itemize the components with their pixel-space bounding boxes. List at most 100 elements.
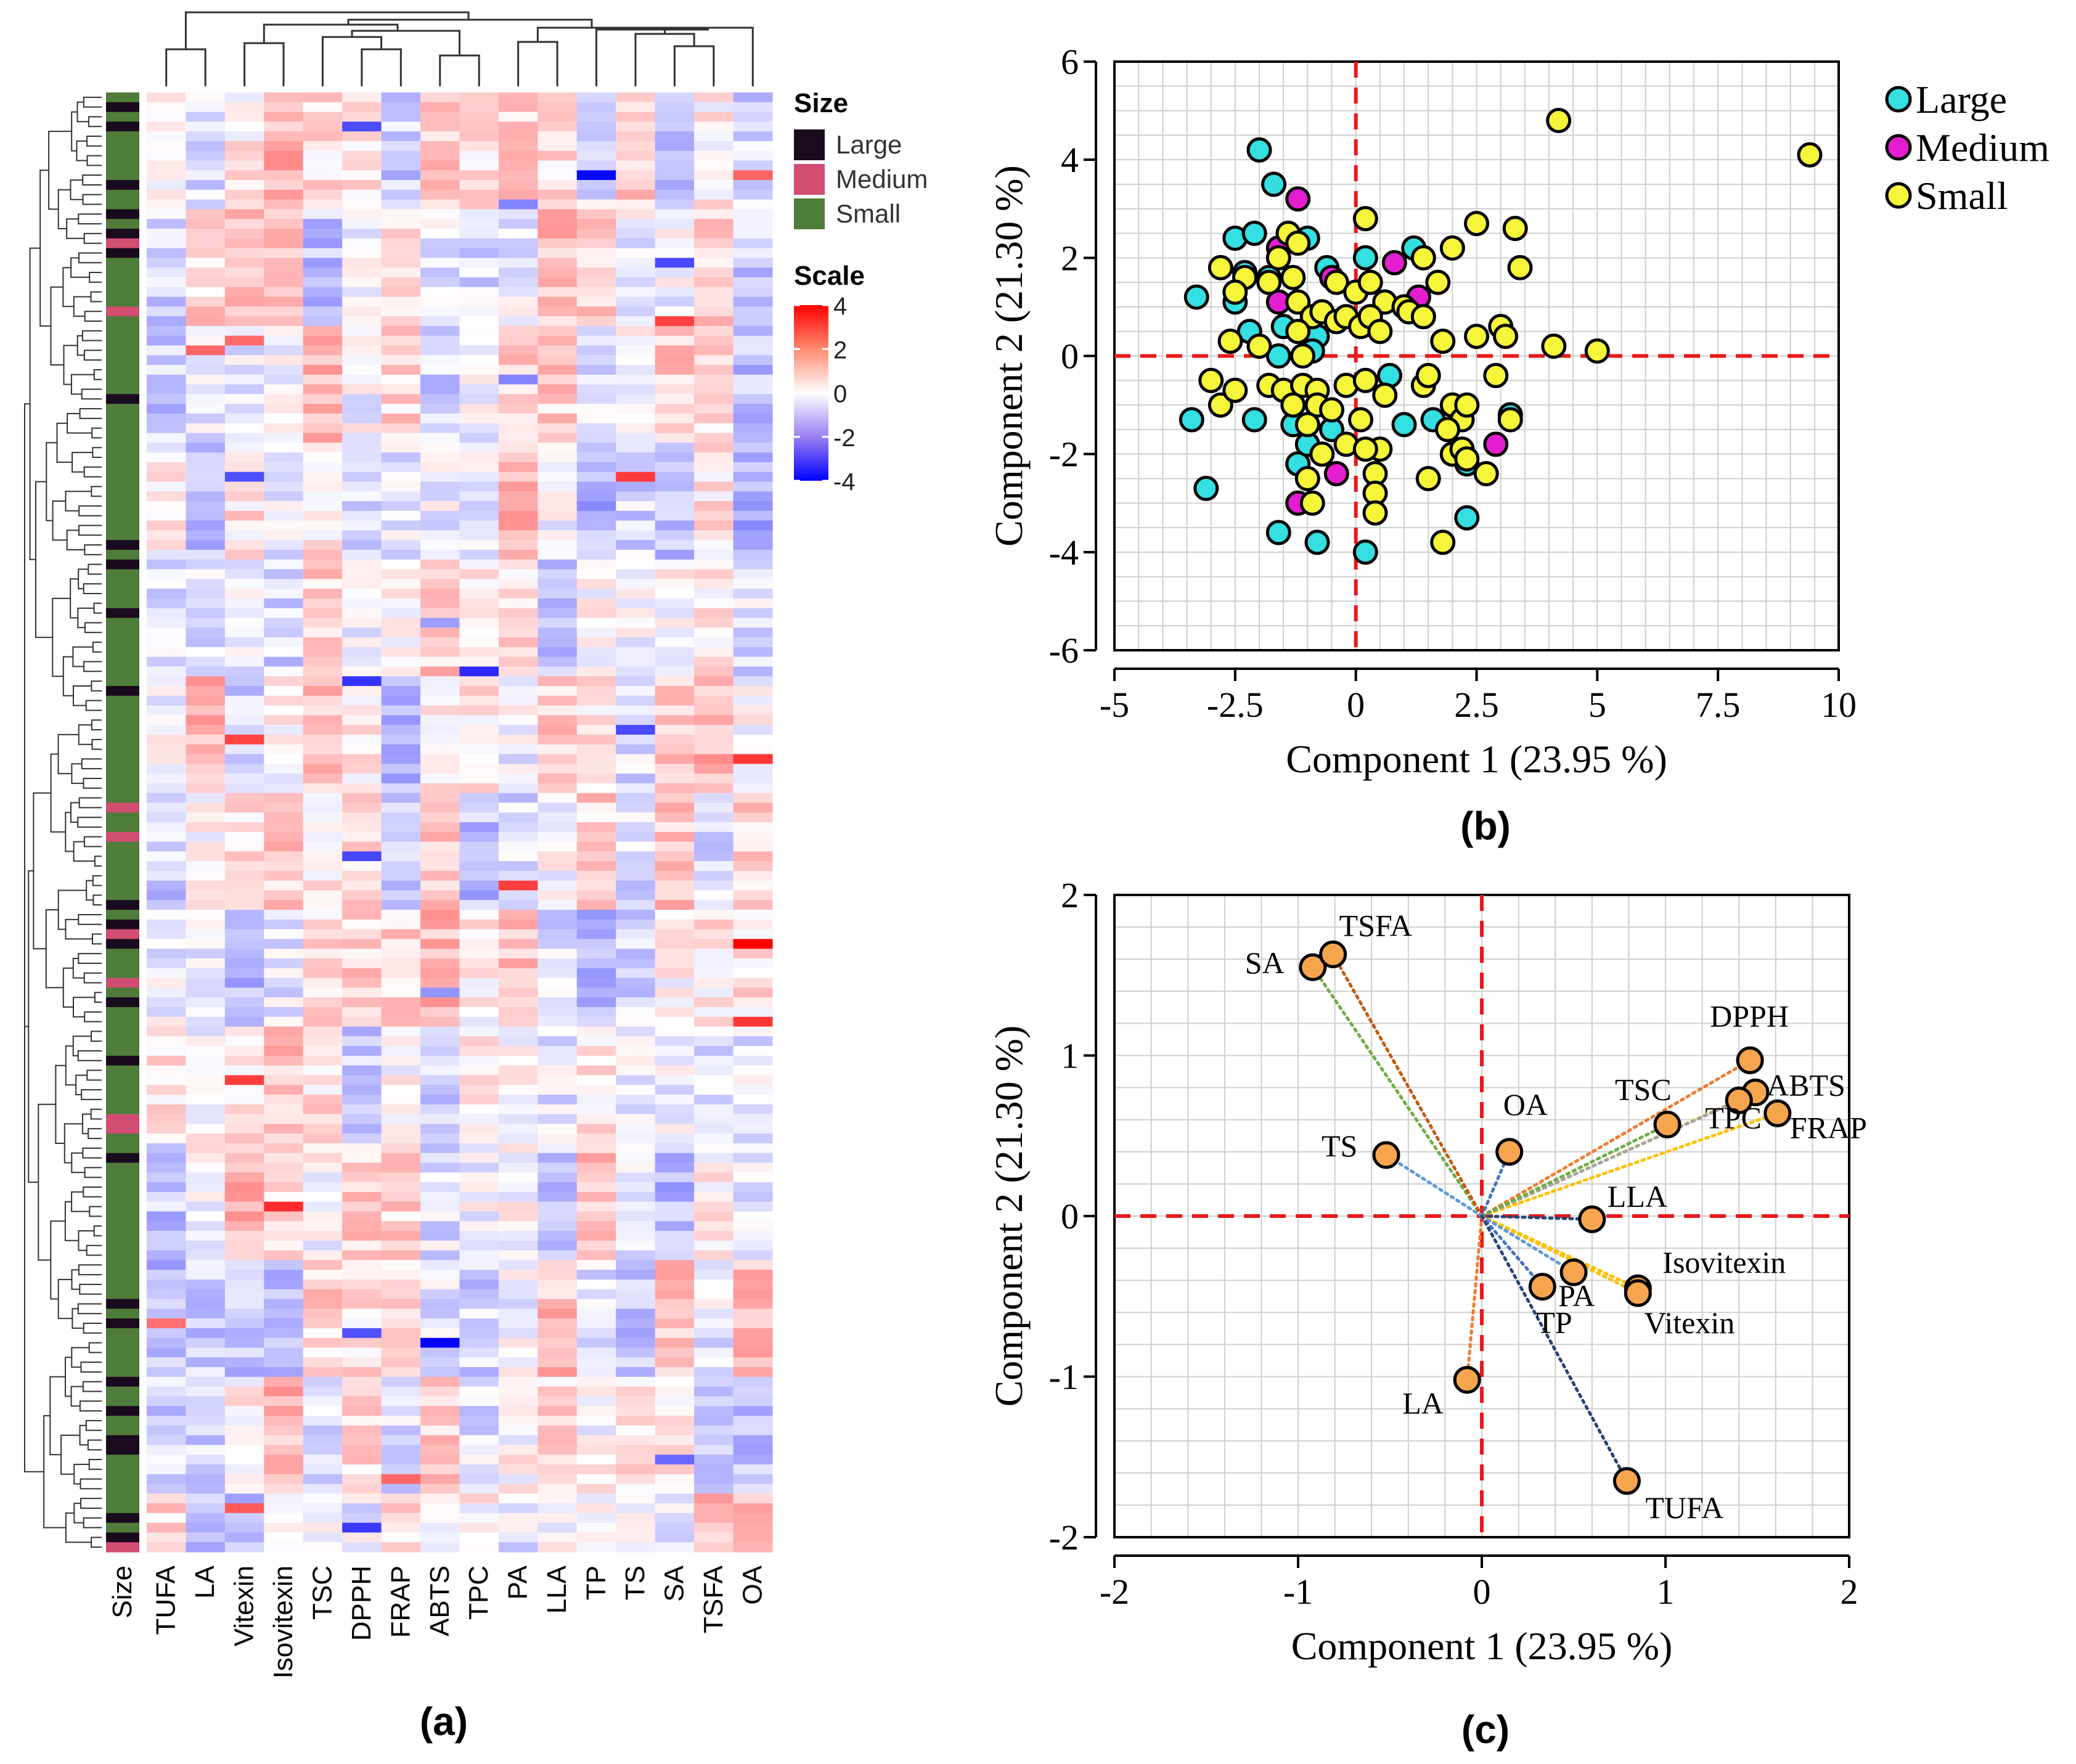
heatmap-cell <box>381 764 421 774</box>
heatmap-cell <box>224 1532 264 1543</box>
score-point-small <box>1294 412 1320 438</box>
heatmap-cell <box>381 1133 421 1144</box>
heatmap-cell <box>459 1046 499 1056</box>
heatmap-cell <box>537 1503 578 1514</box>
heatmap-cell <box>147 1085 187 1095</box>
heatmap-cell <box>224 131 264 142</box>
size-annotation-cell <box>106 1153 139 1164</box>
heatmap-cell <box>576 443 616 453</box>
heatmap-cell <box>616 1143 656 1154</box>
heatmap-cell <box>694 1211 734 1222</box>
heatmap-cell <box>576 150 616 161</box>
heatmap-cell <box>186 229 226 239</box>
loading-label-tsfa: TSFA <box>1339 908 1413 942</box>
heatmap-cell <box>342 501 382 512</box>
heatmap-cell <box>303 958 343 969</box>
heatmap-cell <box>616 160 656 171</box>
heatmap-cell <box>303 267 343 278</box>
heatmap-cell <box>224 1367 264 1378</box>
heatmap-cell <box>186 267 226 278</box>
dendrogram-branch <box>52 500 67 541</box>
heatmap-cell <box>694 160 734 171</box>
heatmap-cell <box>303 949 343 959</box>
heatmap-cell <box>616 277 656 288</box>
heatmap-cell <box>655 1396 695 1407</box>
heatmap-cell <box>655 209 695 219</box>
score-point-small <box>1352 206 1378 232</box>
y-tick-label: 4 <box>1061 140 1079 180</box>
heatmap-cell <box>186 1337 226 1349</box>
size-annotation-cell <box>106 1143 139 1154</box>
heatmap-cell <box>498 92 538 103</box>
score-point-large <box>1352 539 1378 565</box>
heatmap-cell <box>186 433 226 443</box>
heatmap-cell <box>186 1143 226 1154</box>
heatmap-cell <box>303 919 343 930</box>
heatmap-cell <box>381 1425 421 1436</box>
heatmap-cell <box>498 1318 538 1329</box>
heatmap-cell <box>498 1406 538 1416</box>
heatmap-cell <box>186 1191 226 1203</box>
heatmap-cell <box>420 1513 460 1524</box>
heatmap-cell <box>537 112 578 122</box>
heatmap-cell <box>342 1007 382 1018</box>
loading-point-sa <box>1299 953 1327 981</box>
heatmap-cell <box>655 627 695 638</box>
heatmap-cell <box>186 987 226 998</box>
heatmap-cell <box>224 520 264 531</box>
heatmap-cell <box>420 764 460 774</box>
heatmap-cell <box>498 277 538 288</box>
y-tick-label: -2 <box>1049 1517 1079 1558</box>
heatmap-cell <box>342 1289 382 1300</box>
heatmap-cell <box>186 355 226 365</box>
heatmap-cell <box>655 656 695 668</box>
heatmap-cell <box>147 870 187 881</box>
heatmap-cell <box>576 1104 616 1115</box>
heatmap-cell <box>420 1036 460 1047</box>
heatmap-cell <box>420 219 460 229</box>
heatmap-cell <box>576 1474 616 1485</box>
heatmap-cell <box>694 258 734 268</box>
heatmap-cell <box>459 258 499 268</box>
loading-label-ts: TS <box>1322 1129 1357 1163</box>
heatmap-cell <box>224 870 264 881</box>
heatmap-cell <box>186 1406 226 1416</box>
heatmap-cell <box>147 141 187 152</box>
heatmap-cell <box>224 1231 264 1241</box>
heatmap-cell <box>147 1172 187 1183</box>
heatmap-cell <box>576 1085 616 1095</box>
heatmap-cell <box>420 1201 460 1212</box>
heatmap-cell <box>186 1182 226 1193</box>
legend-label-medium: Medium <box>836 165 928 194</box>
heatmap-cell <box>733 589 773 599</box>
heatmap-cell <box>303 1260 343 1270</box>
heatmap-cell <box>186 978 226 988</box>
heatmap-cell <box>264 1085 304 1095</box>
heatmap-cell <box>498 802 538 813</box>
heatmap-cell <box>537 1016 578 1027</box>
heatmap-cell <box>224 1445 264 1455</box>
heatmap-cell <box>303 695 343 706</box>
heatmap-cell <box>576 841 616 852</box>
heatmap-cell <box>342 949 382 959</box>
heatmap-cell <box>342 335 382 346</box>
heatmap-cell <box>224 900 264 910</box>
score-point-small <box>1222 377 1248 403</box>
heatmap-cell <box>537 1337 578 1349</box>
heatmap-cell <box>655 774 695 784</box>
heatmap-cell <box>655 258 695 268</box>
heatmap-cell <box>420 287 460 298</box>
heatmap-cell <box>459 656 499 668</box>
heatmap-cell <box>420 1143 460 1154</box>
heatmap-cell <box>655 1367 695 1378</box>
heatmap-cell <box>616 365 656 375</box>
heatmap-cell <box>342 384 382 394</box>
heatmap-cell <box>381 287 421 298</box>
heatmap-cell <box>576 1406 616 1416</box>
heatmap-cell <box>537 705 578 716</box>
heatmap-cell <box>459 589 499 599</box>
heatmap-column-label: LA <box>190 1565 220 1598</box>
heatmap-cell <box>655 579 695 589</box>
heatmap-cell <box>459 1425 499 1436</box>
heatmap-cell <box>147 1231 187 1241</box>
